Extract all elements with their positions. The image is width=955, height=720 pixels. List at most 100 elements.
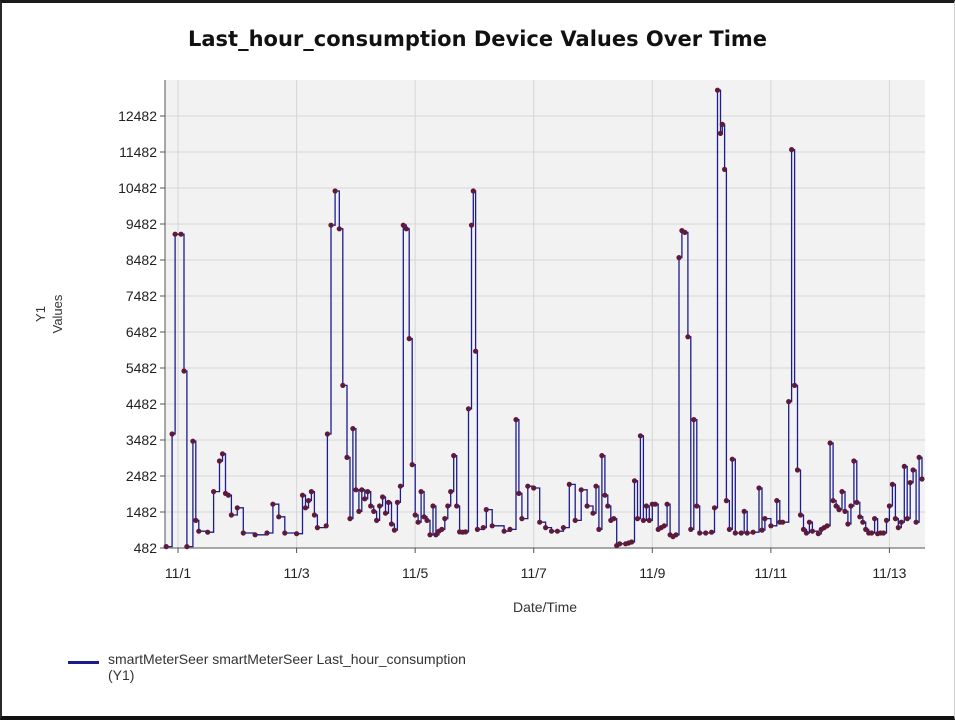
data-point [353, 487, 359, 493]
data-point [184, 544, 190, 550]
data-point [643, 503, 650, 509]
data-point [252, 532, 258, 538]
data-point [554, 528, 561, 534]
data-point [629, 539, 635, 545]
data-point [350, 426, 356, 432]
data-point [703, 530, 709, 536]
data-point [797, 512, 804, 518]
data-point [519, 516, 525, 522]
data-point [901, 463, 907, 469]
data-point [448, 489, 454, 495]
data-point [830, 498, 836, 504]
data-point [336, 226, 342, 232]
data-point [421, 514, 427, 520]
data-point [800, 526, 807, 533]
data-point [809, 528, 816, 534]
data-point [537, 519, 543, 525]
data-point [264, 530, 270, 536]
data-point [717, 130, 724, 136]
data-point [439, 526, 445, 533]
data-point [548, 528, 555, 534]
data-point [652, 501, 658, 507]
data-point [374, 517, 380, 524]
data-point [412, 512, 418, 518]
data-point [895, 525, 901, 531]
data-point [833, 503, 839, 509]
data-point [371, 508, 377, 514]
data-point [744, 530, 750, 536]
data-point [433, 532, 439, 538]
data-point [427, 532, 433, 538]
data-point [356, 508, 362, 514]
data-point [406, 336, 412, 342]
data-point [880, 530, 887, 536]
y-tick-label: 8482 [126, 252, 157, 268]
data-point [726, 526, 733, 533]
data-point [631, 478, 638, 484]
data-point [169, 431, 175, 437]
data-point [910, 467, 916, 473]
data-point [780, 519, 786, 525]
data-point [860, 519, 866, 525]
data-point [842, 508, 848, 514]
data-point [409, 462, 415, 468]
legend: smartMeterSeer smartMeterSeer Last_hour_… [68, 651, 466, 683]
data-point [599, 453, 605, 459]
data-point [323, 523, 329, 529]
y-tick-label: 5482 [126, 360, 157, 376]
data-point [560, 525, 567, 531]
data-point [473, 348, 479, 354]
data-point [815, 531, 821, 537]
data-point [578, 487, 584, 493]
data-point [661, 523, 667, 529]
data-point [501, 528, 507, 534]
data-point [340, 382, 346, 388]
y-tick-label: 6482 [126, 324, 157, 340]
data-point [685, 334, 691, 340]
data-point [380, 494, 386, 500]
data-point [489, 523, 495, 529]
data-point [359, 487, 365, 493]
y-tick-label: 482 [134, 540, 158, 556]
data-point [311, 512, 317, 518]
data-point [602, 492, 608, 498]
data-point [714, 87, 721, 93]
data-point [729, 456, 735, 462]
data-point [240, 530, 246, 536]
data-point [694, 503, 700, 509]
data-point [525, 483, 531, 489]
data-point [617, 541, 623, 547]
data-point [225, 492, 231, 498]
y-tick-label: 11482 [119, 144, 157, 160]
data-point [872, 516, 878, 522]
x-tick-label: 11/1 [165, 565, 191, 581]
data-point [892, 516, 899, 522]
data-point [397, 483, 403, 489]
data-point [468, 222, 475, 228]
data-point [605, 503, 611, 509]
data-point [794, 467, 801, 473]
data-point [836, 507, 842, 513]
data-point [904, 516, 910, 522]
x-tick-label: 11/7 [521, 565, 547, 581]
data-point [445, 503, 451, 509]
data-point [163, 544, 169, 550]
data-point [324, 431, 330, 437]
data-point [302, 505, 309, 511]
data-point [181, 368, 187, 374]
y-tick-label: 1482 [126, 504, 157, 520]
data-point [774, 498, 780, 504]
data-point [889, 481, 896, 487]
data-point [483, 507, 489, 513]
data-point [394, 499, 400, 505]
y-tick-labels: 482 1482 2482 3482 4482 5482 6482 7482 8482 9482 1… [118, 108, 165, 556]
data-point [792, 382, 798, 388]
data-point [211, 489, 217, 495]
data-point [762, 516, 768, 522]
data-point [676, 255, 682, 261]
data-point [741, 508, 747, 514]
data-point [750, 529, 756, 535]
data-point [845, 521, 851, 527]
data-point [391, 527, 397, 533]
data-point [673, 532, 679, 538]
